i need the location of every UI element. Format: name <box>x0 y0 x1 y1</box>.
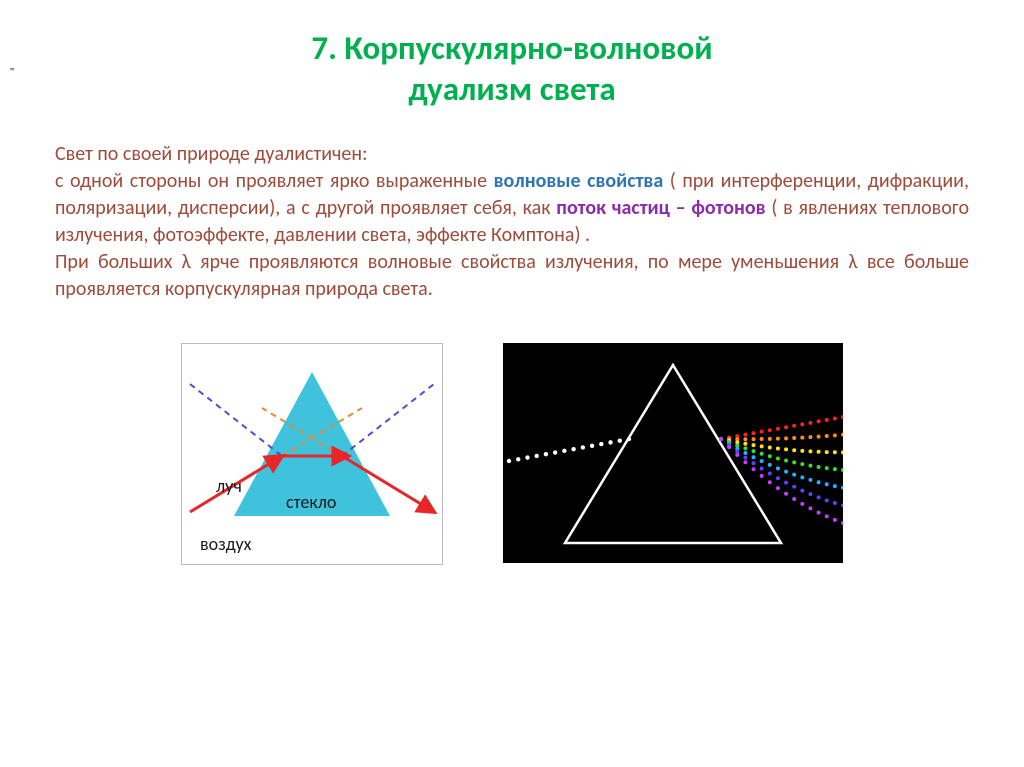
slide-body: Свет по своей природе дуалистичен: с одн… <box>55 141 969 303</box>
wave-properties: волновые свойства <box>494 169 664 193</box>
body-p3: При больших λ ярче проявляются волновые … <box>55 250 969 301</box>
figures-row: луч стекло воздух <box>55 343 969 565</box>
svg-text:стекло: стекло <box>286 491 336 513</box>
figure-dispersion <box>503 343 843 565</box>
body-p1: Свет по своей природе дуалистичен: <box>55 142 367 166</box>
svg-text:луч: луч <box>216 475 242 497</box>
title-line-2: дуализм света <box>408 69 615 109</box>
particle-stream: поток частиц – фотонов <box>556 196 765 220</box>
slide: = 7. Корпускулярно-волновой дуализм свет… <box>0 0 1024 767</box>
body-p2a: с одной стороны он проявляет ярко выраже… <box>55 169 494 193</box>
figure-refraction: луч стекло воздух <box>181 343 443 565</box>
eq-mark: = <box>10 64 14 75</box>
svg-text:воздух: воздух <box>200 533 252 555</box>
slide-title: 7. Корпускулярно-волновой дуализм света <box>55 28 969 111</box>
title-line-1: 7. Корпускулярно-волновой <box>311 28 712 68</box>
dispersion-svg <box>503 343 843 563</box>
refraction-svg: луч стекло воздух <box>182 344 442 564</box>
